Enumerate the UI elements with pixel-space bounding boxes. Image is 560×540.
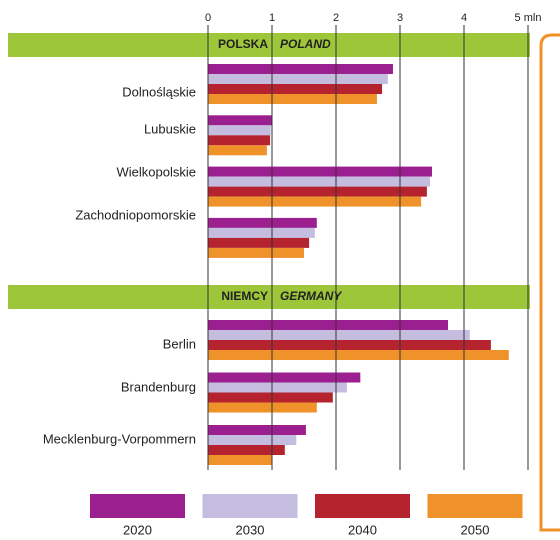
bar [208,455,272,465]
x-tick-label: 3 [397,12,403,24]
bar [208,94,377,104]
legend-label: 2050 [461,522,490,537]
bar [208,392,333,403]
section-header [8,285,530,309]
legend-swatch [427,494,523,518]
section-title: NIEMCY [221,289,268,303]
bar [208,227,315,238]
bar [208,176,431,187]
bar [208,125,271,136]
bar [208,186,427,197]
bar [208,320,448,330]
legend-swatch [90,494,185,518]
bar [208,247,304,258]
x-tick-label: 1 [269,12,275,24]
bar [208,382,347,393]
x-tick-label: 0 [205,12,211,24]
bar [208,135,271,146]
bar [208,445,285,455]
section-title: POLSKA [218,37,268,51]
bar [208,350,509,360]
section-subtitle: GERMANY [280,289,342,303]
legend-swatch [315,494,410,518]
bar [208,84,383,94]
section-subtitle: POLAND [280,37,331,51]
bar [208,237,310,248]
category-label: Brandenburg [121,379,196,394]
bar [208,115,272,126]
bar [208,435,297,445]
bar [208,145,267,156]
legend-label: 2020 [123,522,152,537]
legend-label: 2030 [236,522,265,537]
bar [208,402,317,413]
legend-swatch [202,494,298,518]
bar [208,64,393,74]
bar [208,166,432,177]
bar [208,74,388,84]
category-label: Dolnośląskie [122,84,196,99]
side-frame [539,33,560,532]
bar [208,425,306,435]
category-label: Mecklenburg-Vorpommern [43,431,196,446]
bar [208,217,317,228]
grid [207,25,529,470]
legend-label: 2040 [348,522,377,537]
bar [208,196,422,207]
category-label: Zachodniopomorskie [75,207,196,222]
category-label: Wielkopolskie [117,164,196,179]
x-tick-label: 4 [461,12,467,24]
bar [208,340,491,350]
bar [208,372,361,383]
category-label: Lubuskie [144,121,196,136]
x-tick-label: 2 [333,12,339,24]
category-label: Berlin [163,336,196,351]
section-header [8,33,530,57]
x-tick-label: 5 mln [515,12,542,24]
bar [208,330,470,340]
